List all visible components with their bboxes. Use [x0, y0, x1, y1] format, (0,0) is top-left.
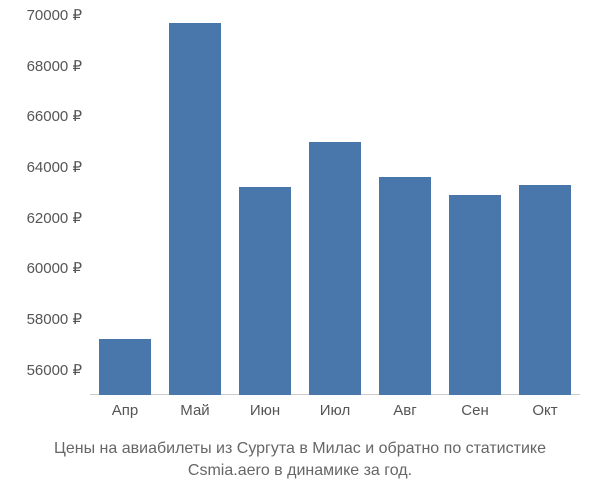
x-tick-label: Апр: [112, 402, 138, 419]
y-tick-label: 62000 ₽: [27, 209, 82, 227]
bar: [309, 142, 360, 395]
x-tick-label: Июн: [250, 402, 280, 419]
y-tick-label: 68000 ₽: [27, 57, 82, 75]
y-tick-label: 70000 ₽: [27, 6, 82, 24]
y-tick-label: 60000 ₽: [27, 259, 82, 277]
y-tick-label: 56000 ₽: [27, 361, 82, 379]
x-axis: Апр Май Июн Июл Авг Сен Окт: [90, 400, 580, 430]
x-tick-label: Авг: [393, 402, 416, 419]
bar: [449, 195, 500, 395]
chart-caption: Цены на авиабилеты из Сургута в Милас и …: [0, 438, 600, 483]
y-tick-label: 58000 ₽: [27, 310, 82, 328]
bar: [99, 339, 150, 395]
bar: [519, 185, 570, 395]
bar: [239, 187, 290, 395]
y-tick-label: 66000 ₽: [27, 107, 82, 125]
plot-area: [90, 15, 580, 395]
y-axis: 56000 ₽ 58000 ₽ 60000 ₽ 62000 ₽ 64000 ₽ 66000…: [0, 15, 90, 395]
x-tick-label: Июл: [320, 402, 350, 419]
x-tick-label: Май: [180, 402, 209, 419]
bar: [379, 177, 430, 395]
x-tick-label: Окт: [532, 402, 557, 419]
x-tick-label: Сен: [461, 402, 488, 419]
y-tick-label: 64000 ₽: [27, 158, 82, 176]
bar: [169, 23, 220, 395]
price-chart: 56000 ₽ 58000 ₽ 60000 ₽ 62000 ₽ 64000 ₽ 66000…: [0, 0, 600, 500]
